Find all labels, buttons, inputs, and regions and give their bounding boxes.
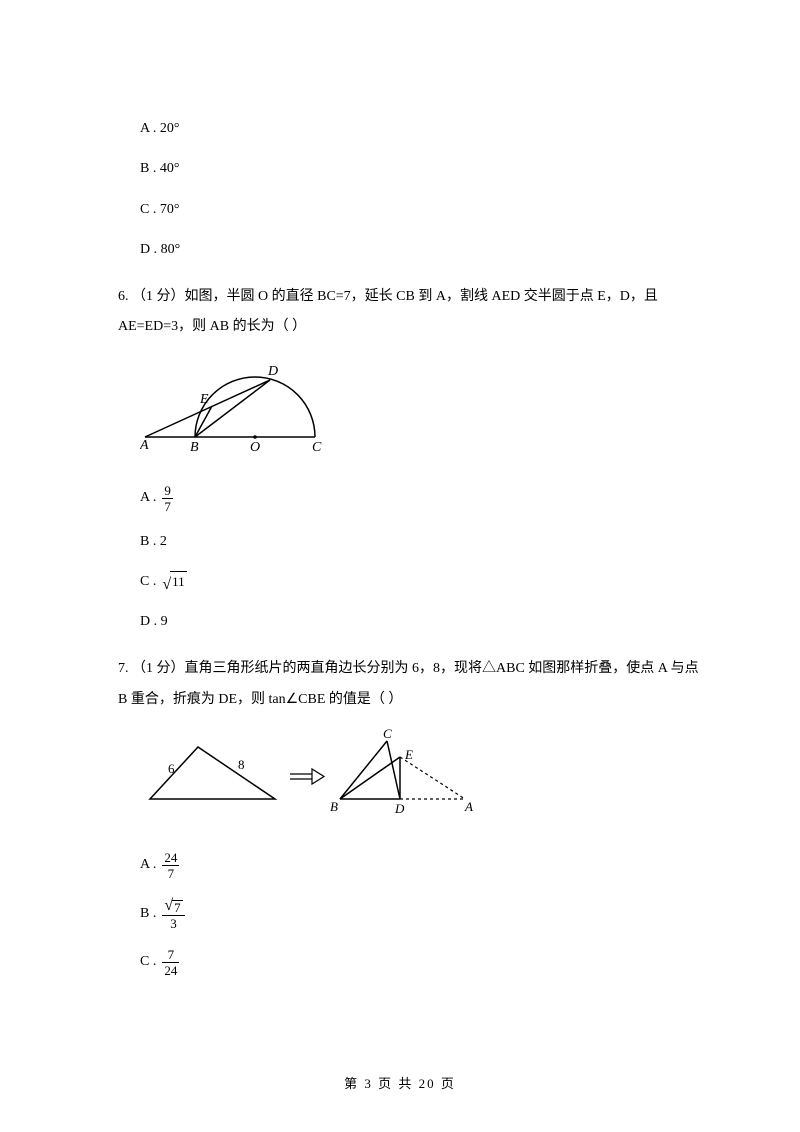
q6-figure: A B O C D E	[140, 357, 710, 465]
option-prefix: A .	[140, 854, 156, 876]
page-footer: 第 3 页 共 20 页	[0, 1073, 800, 1092]
option-text: B . 2	[140, 531, 167, 553]
q5-option-b: B . 40°	[140, 158, 710, 180]
denominator: 7	[162, 866, 179, 880]
option-prefix: B .	[140, 903, 156, 925]
page-content: A . 20° B . 40° C . 70° D . 80° 6. （1 分）…	[0, 0, 800, 1055]
label-A2: A	[464, 799, 473, 814]
label-E: E	[199, 392, 209, 407]
label-D2: D	[394, 801, 405, 816]
label-eight: 8	[238, 757, 245, 772]
numerator: 24	[162, 851, 179, 866]
sqrt-arg: 7	[172, 900, 183, 914]
option-prefix: A .	[140, 487, 156, 509]
q6-option-c: C . √ 11	[140, 571, 710, 593]
label-B: B	[190, 440, 199, 455]
label-D: D	[267, 364, 278, 379]
q7-option-b: B . √ 7 3	[140, 898, 710, 930]
q7-figure: 6 8 C E B D A	[140, 729, 710, 832]
q6-text: 6. （1 分）如图，半圆 O 的直径 BC=7，延长 CB 到 A，割线 AE…	[118, 282, 710, 344]
arrow-icon	[290, 769, 324, 784]
denominator: 3	[162, 916, 184, 930]
sqrt-icon: √ 11	[162, 571, 186, 593]
option-text: D . 9	[140, 611, 168, 633]
fraction-icon: 7 24	[162, 948, 179, 977]
q7-text: 7. （1 分）直角三角形纸片的两直角边长分别为 6，8，现将△ABC 如图那样…	[118, 654, 710, 716]
fraction-icon: 9 7	[162, 484, 173, 513]
numerator: 7	[162, 948, 179, 963]
q5-option-c: C . 70°	[140, 199, 710, 221]
option-text: D . 80°	[140, 239, 180, 261]
q6-option-a: A . 9 7	[140, 484, 710, 513]
label-C2: C	[383, 729, 392, 741]
label-C: C	[312, 440, 322, 455]
option-prefix: C .	[140, 571, 156, 593]
q7-option-c: C . 7 24	[140, 948, 710, 977]
label-A: A	[140, 438, 149, 453]
numerator: 9	[162, 484, 173, 499]
numerator: √ 7	[162, 898, 184, 916]
label-six: 6	[168, 761, 175, 776]
sqrt-arg: 11	[170, 571, 187, 593]
q6-option-d: D . 9	[140, 611, 710, 633]
q7-option-a: A . 24 7	[140, 851, 710, 880]
fraction-icon: 24 7	[162, 851, 179, 880]
q6-option-b: B . 2	[140, 531, 710, 553]
q5-option-a: A . 20°	[140, 118, 710, 140]
label-B2: B	[330, 799, 338, 814]
fraction-icon: √ 7 3	[162, 898, 184, 930]
q5-option-d: D . 80°	[140, 239, 710, 261]
label-E2: E	[404, 747, 413, 762]
option-text: B . 40°	[140, 158, 179, 180]
option-prefix: C .	[140, 951, 156, 973]
option-text: C . 70°	[140, 199, 179, 221]
option-text: A . 20°	[140, 118, 179, 140]
denominator: 7	[162, 499, 173, 513]
label-O: O	[250, 440, 260, 455]
denominator: 24	[162, 963, 179, 977]
